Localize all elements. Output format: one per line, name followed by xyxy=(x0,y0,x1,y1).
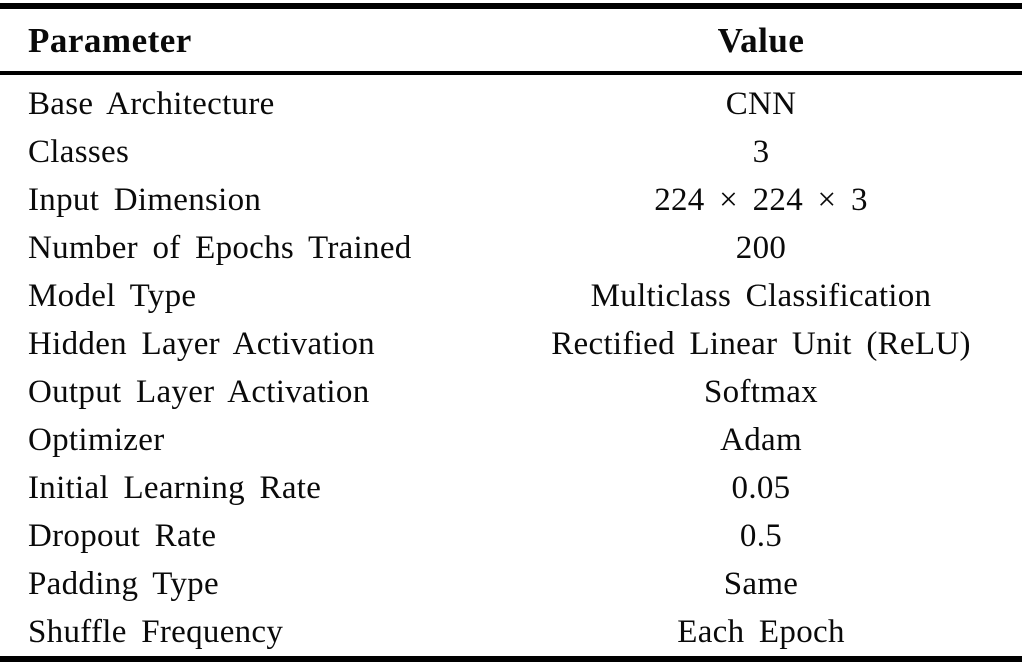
value-cell: CNN xyxy=(725,85,797,122)
table-row: Padding Type Same xyxy=(0,560,1022,608)
parameter-cell: Dropout Rate xyxy=(28,517,217,554)
table-row: Dropout Rate 0.5 xyxy=(0,512,1022,560)
parameter-cell: Base Architecture xyxy=(28,85,275,122)
parameter-cell: Shuffle Frequency xyxy=(28,613,284,650)
value-cell: 200 xyxy=(735,229,787,266)
table-header-row: Parameter Value xyxy=(0,9,1022,71)
parameter-cell: Classes xyxy=(28,133,130,170)
table-row: Initial Learning Rate 0.05 xyxy=(0,464,1022,512)
column-header-value: Value xyxy=(717,20,805,60)
paper-parameters-table: Parameter Value Base Architecture CNN Cl… xyxy=(0,3,1022,672)
table-row: Output Layer Activation Softmax xyxy=(0,368,1022,416)
table-row: Optimizer Adam xyxy=(0,416,1022,464)
value-cell: Multiclass Classification xyxy=(590,277,932,314)
value-cell: Adam xyxy=(720,421,802,458)
value-cell: 3 xyxy=(752,133,770,170)
value-cell: Same xyxy=(723,565,799,602)
column-header-parameter: Parameter xyxy=(28,20,192,60)
table-row: Classes 3 xyxy=(0,128,1022,176)
value-cell: 224 × 224 × 3 xyxy=(654,181,868,218)
table-bottom-rule xyxy=(0,656,1022,662)
table-top-rule xyxy=(0,3,1022,9)
value-cell: Each Epoch xyxy=(677,613,845,650)
value-cell: 0.05 xyxy=(731,469,791,506)
table-mid-rule xyxy=(0,71,1022,75)
parameter-cell: Model Type xyxy=(28,277,197,314)
parameter-cell: Hidden Layer Activation xyxy=(28,325,375,362)
parameter-cell: Initial Learning Rate xyxy=(28,469,322,506)
table-row: Number of Epochs Trained 200 xyxy=(0,224,1022,272)
table-row: Model Type Multiclass Classification xyxy=(0,272,1022,320)
parameter-cell: Number of Epochs Trained xyxy=(28,229,412,266)
table-row: Base Architecture CNN xyxy=(0,80,1022,128)
parameter-cell: Padding Type xyxy=(28,565,219,602)
value-cell: 0.5 xyxy=(739,517,783,554)
table-body: Base Architecture CNN Classes 3 Input Di… xyxy=(0,75,1022,656)
value-cell: Rectified Linear Unit (ReLU) xyxy=(551,325,971,362)
table-row: Shuffle Frequency Each Epoch xyxy=(0,608,1022,656)
table-row: Hidden Layer Activation Rectified Linear… xyxy=(0,320,1022,368)
parameter-cell: Output Layer Activation xyxy=(28,373,370,410)
value-cell: Softmax xyxy=(704,373,818,410)
table-row: Input Dimension 224 × 224 × 3 xyxy=(0,176,1022,224)
parameter-cell: Optimizer xyxy=(28,421,165,458)
parameter-cell: Input Dimension xyxy=(28,181,262,218)
